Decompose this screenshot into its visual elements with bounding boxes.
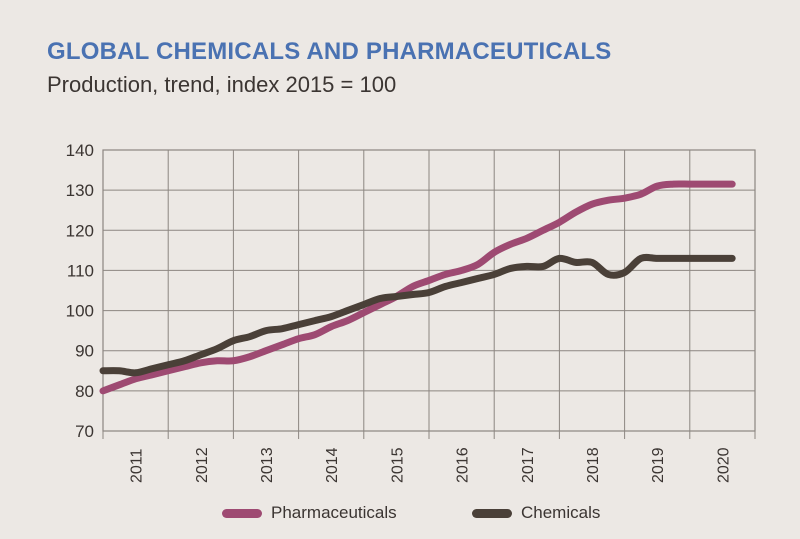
y-tick-label: 120 <box>66 221 94 240</box>
legend-item-pharmaceuticals: Pharmaceuticals <box>222 503 397 523</box>
series-line-chemicals <box>99 253 736 377</box>
y-tick-label: 100 <box>66 302 94 321</box>
y-tick-label: 80 <box>75 382 94 401</box>
series <box>99 180 736 395</box>
x-tick-label: 2020 <box>715 447 732 483</box>
legend-swatch-chemicals <box>472 508 512 518</box>
legend-label-chemicals: Chemicals <box>521 503 601 522</box>
legend: Pharmaceuticals Chemicals <box>0 503 800 527</box>
x-tick-label: 2016 <box>455 447 472 483</box>
legend-label-pharmaceuticals: Pharmaceuticals <box>271 503 397 522</box>
legend-swatch-pharmaceuticals <box>222 508 262 518</box>
line-chart: 140 130 120 110 100 90 80 70 2011 2012 2013 2014 201… <box>66 141 756 483</box>
series-line-pharmaceuticals <box>99 180 736 395</box>
y-tick-label: 90 <box>75 342 94 361</box>
x-tick-label: 2017 <box>520 447 537 483</box>
chart-title: GLOBAL CHEMICALS AND PHARMACEUTICALS <box>47 38 612 65</box>
y-tick-label: 140 <box>66 141 94 160</box>
x-tick-label: 2013 <box>259 447 276 483</box>
chart-subtitle: Production, trend, index 2015 = 100 <box>47 72 397 97</box>
x-tick-label: 2014 <box>324 447 341 483</box>
x-tick-label: 2018 <box>585 447 602 483</box>
y-tick-label: 130 <box>66 181 94 200</box>
y-tick-label: 70 <box>75 422 94 441</box>
x-tick-label: 2015 <box>389 447 406 483</box>
x-tick-label: 2011 <box>129 448 146 483</box>
legend-item-chemicals: Chemicals <box>472 503 600 523</box>
axes: 140 130 120 110 100 90 80 70 2011 2012 2013 2014 201… <box>66 141 756 483</box>
x-tick-label: 2019 <box>650 447 667 483</box>
y-tick-label: 110 <box>67 261 94 280</box>
x-tick-label: 2012 <box>194 447 211 483</box>
